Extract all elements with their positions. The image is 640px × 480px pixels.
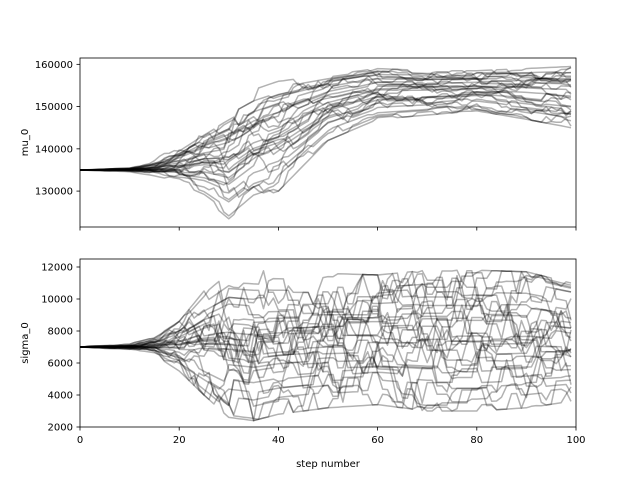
mu-0-walker-trace	[80, 80, 572, 174]
mu-0-walker-trace	[80, 71, 571, 171]
mu-0-walker-trace	[80, 69, 572, 171]
mu-0-walker-trace	[80, 77, 572, 171]
mu-0-walker-trace	[80, 81, 572, 171]
sigma-0-axes-frame	[79, 258, 577, 428]
sigma-0-y-tick-label: 6000	[48, 359, 73, 370]
sigma-0-walker-trace	[80, 269, 572, 348]
mu-0-walker-trace	[80, 65, 572, 171]
sigma-0-x-tick-label: 40	[272, 435, 285, 446]
sigma-0-walker-trace	[80, 325, 572, 422]
mu-0-walker-trace	[80, 80, 572, 173]
mu-0-walker-trace	[80, 70, 571, 171]
sigma-0-walker-trace	[80, 345, 572, 422]
sigma-0-x-tick-label: 60	[371, 435, 384, 446]
sigma-0-y-tick-label: 12000	[41, 263, 73, 274]
sigma-0-walker-trace	[80, 301, 572, 390]
mu-0-walker-trace	[80, 90, 572, 179]
sigma-0-y-tick-label: 2000	[48, 423, 73, 434]
mu-0-walker-trace	[80, 79, 572, 171]
sigma-0-walker-trace	[80, 329, 572, 412]
sigma-0-walker-trace	[80, 273, 572, 375]
sigma-0-walker-trace	[80, 320, 572, 412]
sigma-0-walker-trace	[80, 291, 572, 368]
mu-0-walker-trace	[80, 75, 571, 171]
mu-0-walker-trace	[80, 105, 572, 217]
sigma-0-walker-trace	[80, 280, 572, 370]
sigma-0-y-tick-label: 4000	[48, 391, 73, 402]
mu-0-walker-trace	[80, 78, 572, 171]
sigma-0-x-tick-label: 80	[470, 435, 483, 446]
sigma-0-walker-trace	[80, 323, 572, 410]
mu-0-walker-trace	[80, 98, 572, 174]
sigma-0-walker-trace	[80, 298, 572, 381]
sigma-0-x-tick-label: 0	[77, 435, 83, 446]
mu-0-walker-trace	[80, 87, 572, 186]
sigma-0-y-axis-label: sigma_0	[20, 322, 31, 364]
sigma-0-y-tick-label: 10000	[41, 295, 73, 306]
sigma-0-walker-trace	[80, 338, 572, 421]
mu-0-walker-trace	[80, 71, 572, 171]
mu-0-walker-trace	[80, 67, 572, 172]
mu-0-trace-panel: 130000 140000 150000 160000 mu_0	[20, 57, 577, 231]
mu-0-walker-trace	[80, 95, 572, 185]
sigma-0-walker-trace	[80, 291, 572, 380]
sigma-0-walker-trace	[80, 305, 572, 379]
mu-0-y-tick-label: 150000	[35, 102, 73, 113]
sigma-0-x-tick-label: 100	[566, 435, 585, 446]
mu-0-y-tick-label: 160000	[35, 60, 73, 71]
mu-0-axes-frame	[79, 57, 577, 228]
mu-0-walker-trace	[80, 70, 572, 171]
sigma-0-walker-trace	[80, 269, 572, 348]
sigma-0-walker-trace	[80, 269, 572, 348]
sigma-0-trace-panel: 0 20 40 60 80 100 2000 4000 6000 8000 10000 12000 si…	[20, 258, 586, 470]
sigma-0-walker-trace	[80, 270, 572, 349]
sigma-0-x-tick-label: 20	[173, 435, 186, 446]
mu-0-walker-trace	[80, 71, 571, 171]
mu-0-y-tick-label: 130000	[35, 187, 73, 198]
sigma-0-x-axis-label: step number	[296, 459, 361, 470]
sigma-0-walker-trace	[80, 312, 572, 411]
mu-0-walker-trace	[80, 105, 572, 203]
mu-0-walker-trace	[80, 74, 572, 171]
mu-0-y-axis-label: mu_0	[20, 129, 31, 156]
mu-0-walker-trace	[80, 105, 572, 220]
mu-0-walker-trace	[80, 69, 572, 172]
mu-0-walker-trace	[80, 93, 572, 194]
sigma-0-walker-trace	[80, 294, 572, 377]
mu-0-y-tick-label: 140000	[35, 144, 73, 155]
mu-0-walker-trace	[80, 77, 572, 177]
mu-0-walker-trace	[80, 66, 572, 171]
mu-0-walker-trace	[80, 110, 572, 198]
sigma-0-walker-trace	[80, 276, 572, 350]
sigma-0-walker-trace	[80, 317, 572, 389]
sigma-0-y-tick-label: 8000	[48, 327, 73, 338]
sigma-0-walker-trace	[80, 308, 572, 395]
sigma-0-walker-trace	[80, 304, 572, 364]
mu-0-walker-trace	[80, 90, 572, 201]
sigma-0-walker-trace	[80, 314, 572, 385]
mu-0-walker-trace	[80, 93, 572, 181]
sigma-0-walker-trace	[80, 269, 572, 358]
sigma-0-walker-trace	[80, 344, 572, 416]
sigma-0-walker-trace	[80, 285, 572, 394]
mu-0-walker-trace	[80, 89, 572, 171]
sigma-0-walker-trace	[80, 344, 572, 422]
sigma-0-walker-trace	[80, 270, 572, 353]
sigma-0-walker-trace	[80, 273, 572, 358]
mu-0-walker-trace	[80, 95, 572, 173]
sigma-0-walker-trace	[80, 269, 572, 365]
sigma-0-walker-trace	[80, 280, 572, 369]
